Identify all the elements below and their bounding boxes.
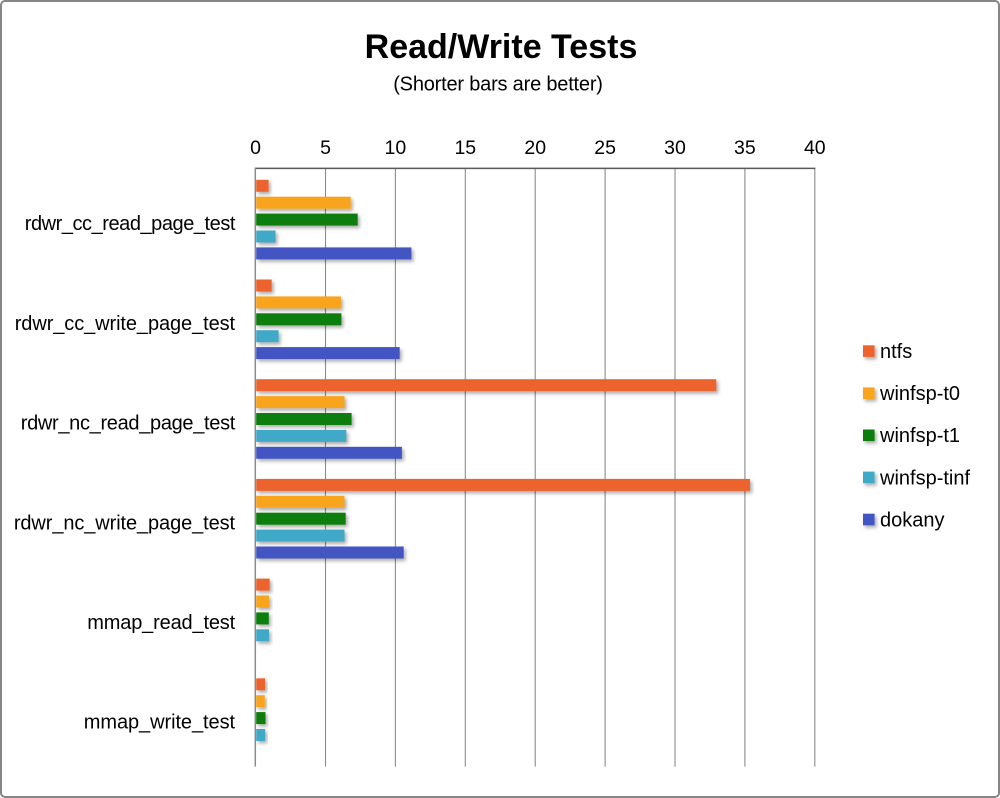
svg-text:mmap_write_test: mmap_write_test <box>84 712 236 734</box>
svg-text:15: 15 <box>454 137 476 159</box>
svg-text:25: 25 <box>594 137 616 159</box>
svg-text:rdwr_nc_write_page_test: rdwr_nc_write_page_test <box>14 512 236 534</box>
svg-text:(Shorter bars are better): (Shorter bars are better) <box>393 74 603 96</box>
svg-text:rdwr_nc_read_page_test: rdwr_nc_read_page_test <box>21 413 236 435</box>
svg-text:winfsp-t0: winfsp-t0 <box>879 383 960 405</box>
svg-text:30: 30 <box>664 137 686 159</box>
svg-text:mmap_read_test: mmap_read_test <box>87 612 235 634</box>
svg-text:0: 0 <box>250 137 261 159</box>
svg-text:10: 10 <box>385 137 407 159</box>
svg-text:rdwr_cc_read_page_test: rdwr_cc_read_page_test <box>25 213 236 235</box>
svg-text:Read/Write Tests: Read/Write Tests <box>365 28 638 66</box>
svg-text:ntfs: ntfs <box>880 341 912 363</box>
svg-text:20: 20 <box>524 137 546 159</box>
svg-text:rdwr_cc_write_page_test: rdwr_cc_write_page_test <box>15 313 236 335</box>
svg-text:winfsp-t1: winfsp-t1 <box>879 425 960 447</box>
svg-text:5: 5 <box>320 137 331 159</box>
svg-text:35: 35 <box>734 137 756 159</box>
svg-text:40: 40 <box>804 137 826 159</box>
svg-text:dokany: dokany <box>880 509 945 531</box>
svg-text:winfsp-tinf: winfsp-tinf <box>879 467 970 489</box>
